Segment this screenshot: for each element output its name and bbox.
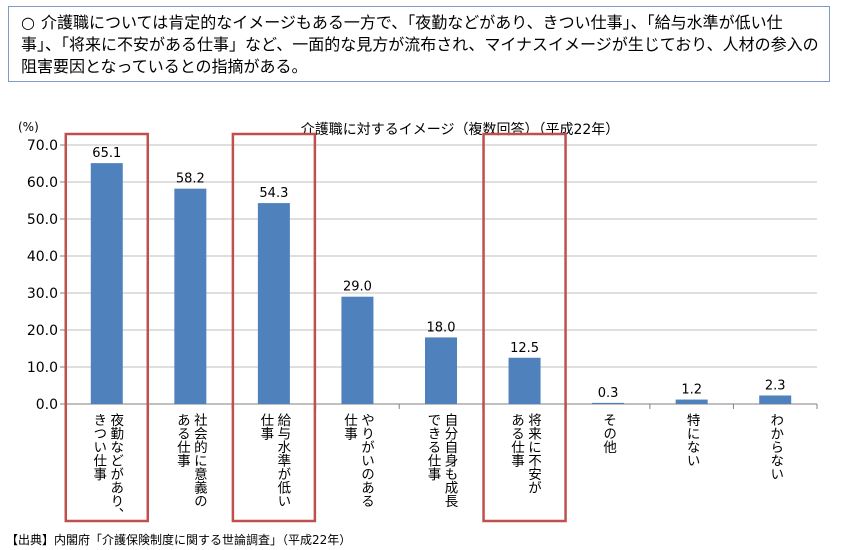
category-label: 夜勤などがあり、: [107, 413, 124, 521]
category-label: ある仕事: [508, 413, 525, 468]
y-tick-label: 10.0: [27, 360, 58, 376]
bar: [90, 163, 123, 404]
category-label: 仕事: [257, 413, 274, 441]
bar: [759, 395, 792, 404]
category-label: わからない: [767, 413, 784, 481]
bullet-icon: ○: [21, 13, 35, 32]
category-label: 自分自身も成長: [442, 413, 459, 508]
highlight-box: [482, 132, 567, 523]
bar: [592, 402, 625, 404]
data-label: 58.2: [176, 172, 205, 187]
bar: [174, 188, 207, 404]
data-label: 65.1: [92, 146, 121, 161]
source-citation: 【出典】内閣府「介護保険制度に関する世論調査」（平成22年）: [6, 533, 352, 547]
data-label: 12.5: [510, 341, 539, 356]
summary-note: ○ 介護職については肯定的なイメージもある一方で、「夜勤などがあり、きつい仕事」、…: [8, 6, 830, 82]
bar: [425, 337, 457, 404]
highlight-box: [231, 132, 317, 523]
y-tick-label: 40.0: [27, 249, 58, 265]
data-label: 54.3: [259, 186, 288, 201]
summary-text: 介護職については肯定的なイメージもある一方で、「夜勤などがあり、きつい仕事」、「…: [21, 13, 819, 76]
bar: [257, 203, 290, 404]
category-label: やりがいのある: [358, 413, 375, 508]
bar: [341, 296, 374, 404]
y-tick-label: 0.0: [36, 397, 58, 413]
category-label: 仕事: [341, 413, 358, 441]
data-label: 2.3: [765, 378, 786, 393]
data-label: 1.2: [681, 383, 702, 398]
bar: [675, 399, 708, 404]
data-label: 0.3: [598, 386, 619, 401]
category-label: 将来に不安が: [525, 413, 542, 495]
category-label: ある仕事: [174, 413, 191, 468]
category-label: 社会的に意義の: [191, 413, 208, 508]
y-tick-label: 50.0: [27, 212, 58, 228]
y-tick-label: 30.0: [27, 286, 58, 302]
category-label: その他: [600, 413, 617, 455]
data-label: 18.0: [427, 320, 456, 335]
y-tick-label: 20.0: [27, 323, 58, 339]
y-tick-label: 70.0: [27, 138, 58, 154]
category-label: 特にない: [684, 413, 701, 467]
category-label: きつい仕事: [90, 413, 107, 481]
y-tick-label: 60.0: [27, 175, 58, 191]
y-axis-unit: (%): [18, 120, 39, 134]
category-label: できる仕事: [425, 413, 442, 481]
data-label: 29.0: [343, 280, 372, 295]
bar: [508, 357, 541, 404]
category-label: 給与水準が低い: [274, 413, 291, 508]
highlight-box: [64, 132, 150, 523]
